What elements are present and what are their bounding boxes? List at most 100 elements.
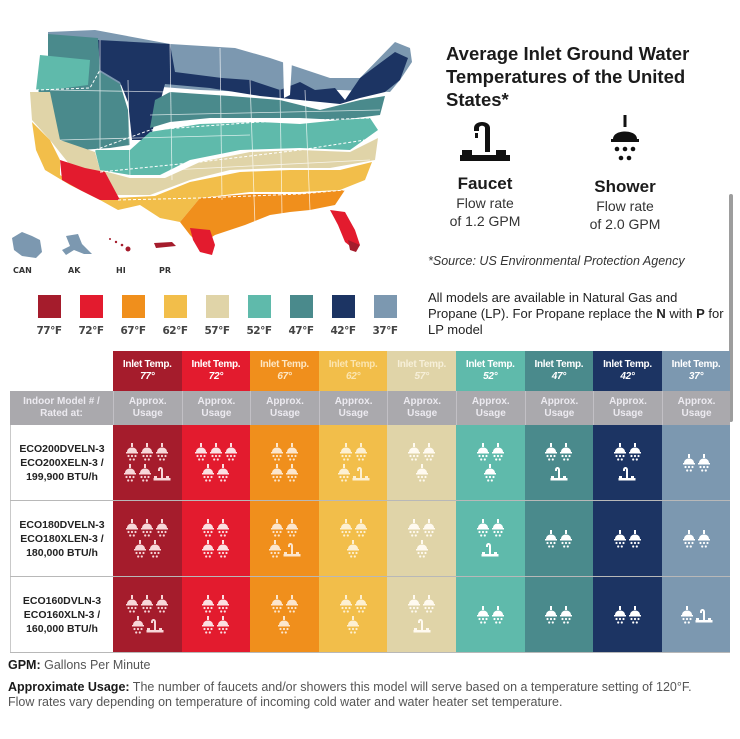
icon-line — [613, 443, 642, 461]
models-note-with: with — [665, 306, 697, 321]
great-lakes — [283, 60, 292, 98]
shower-icon — [560, 605, 573, 624]
icon-line — [277, 616, 291, 634]
zone-77-florida-tip — [348, 240, 360, 252]
approx-usage-header: Approx. Usage — [524, 391, 594, 425]
model-model-line2: ECO160XLN-3 / — [23, 608, 101, 621]
legend-label: 52°F — [246, 325, 272, 337]
temp-column-header: Inlet Temp. 67° — [250, 351, 319, 391]
shower-icon — [560, 529, 573, 548]
temp-header-value: 47° — [551, 371, 567, 382]
shower-icon — [224, 443, 237, 461]
icon-line — [483, 464, 497, 482]
legend-item: 57°F — [196, 295, 238, 337]
approx-usage-header: Approx. Usage — [181, 391, 251, 425]
shower-icon — [613, 529, 626, 548]
usage-header-line1: Approx. — [403, 396, 442, 407]
legend-label: 37°F — [372, 325, 398, 337]
icon-line — [544, 529, 573, 548]
shower-icon — [339, 519, 352, 537]
icon-line — [346, 616, 360, 634]
icon-line — [544, 605, 573, 624]
usage-cell — [181, 577, 251, 652]
legend-swatch — [247, 295, 271, 318]
temp-header-label: Inlet Temp. — [122, 359, 172, 370]
shower-icon — [339, 443, 352, 461]
column-header-row: Indoor Model # / Rated at: Approx. Usage A… — [10, 391, 731, 425]
faucet-icon — [352, 467, 370, 481]
usage-cell — [387, 577, 456, 652]
shower-icon — [217, 519, 230, 537]
models-note-tail: for LP model — [428, 306, 724, 337]
vertical-scrollbar[interactable] — [729, 194, 733, 422]
zone-42 — [98, 40, 408, 140]
usage-cell — [250, 501, 319, 576]
approx-usage-header: Approx. Usage — [455, 391, 525, 425]
icon-line — [131, 616, 164, 634]
icon-line — [407, 519, 436, 537]
temp-column-header: Inlet Temp. 77° — [113, 351, 182, 391]
shower-icon — [285, 464, 298, 482]
usage-table: Inlet Temp. 77° Inlet Temp. 72° Inlet Temp. 6… — [10, 351, 731, 653]
shower-icon — [139, 464, 152, 482]
shower-icon — [491, 519, 504, 537]
shower-icon — [680, 605, 693, 624]
faucet-icon — [460, 122, 510, 161]
shower-icon — [354, 519, 367, 537]
shower-icon — [156, 519, 169, 537]
icon-line — [270, 443, 299, 461]
icon-line — [682, 453, 711, 472]
temp-column-header: Inlet Temp. 57° — [387, 351, 456, 391]
approx-usage-footnote: Approximate Usage: The number of faucets… — [8, 680, 708, 710]
shower-icon — [217, 595, 230, 613]
faucet-rate-line2: of 1.2 GPM — [449, 213, 521, 229]
shower-icon — [124, 464, 137, 482]
temp-header-label: Inlet Temp. — [671, 359, 721, 370]
approx-usage-text: The number of faucets and/or showers thi… — [8, 680, 692, 709]
shower-icon — [126, 519, 139, 537]
model-model-line3: 199,900 BTU/h — [26, 470, 98, 483]
legend-swatch — [37, 295, 61, 318]
usage-cell — [524, 501, 594, 576]
territory-label-hi: HI — [116, 266, 126, 275]
temp-column-header: Inlet Temp. 52° — [455, 351, 525, 391]
usage-cell — [661, 425, 731, 500]
usage-header-line1: Approx. — [609, 396, 647, 407]
model-header-line1: Indoor Model # / — [23, 396, 100, 407]
legend-label: 62°F — [162, 325, 188, 337]
usage-cell — [318, 501, 388, 576]
usage-header-line2: Usage — [681, 408, 712, 419]
approx-usage-header: Approx. Usage — [250, 391, 319, 425]
legend-item: 77°F — [28, 295, 70, 337]
shower-icon — [217, 616, 230, 634]
territory-canada — [12, 232, 42, 258]
shower-icon — [682, 529, 695, 548]
source-citation: *Source: US Environmental Protection Age… — [428, 254, 685, 268]
shower-icon — [415, 540, 428, 558]
shower-icon — [545, 529, 558, 548]
shower-icon — [545, 443, 558, 461]
approx-usage-header: Approx. Usage — [387, 391, 456, 425]
legend-swatch — [163, 295, 187, 318]
icon-line — [270, 464, 299, 482]
model-cell: ECO180DVELN-3 ECO180XLEN-3 /180,000 BTU/h — [10, 501, 113, 576]
legend-item: 47°F — [280, 295, 322, 337]
icon-line — [415, 540, 429, 558]
legend-swatch — [205, 295, 229, 318]
shower-icon — [408, 443, 421, 461]
model-model-line1: ECO160DVLN-3 — [22, 594, 102, 607]
state-borders — [49, 40, 381, 226]
usage-header-line2: Usage — [407, 408, 438, 419]
shower-icon — [156, 595, 169, 613]
legend-item: 62°F — [154, 295, 196, 337]
model-header-line2: Rated at: — [40, 408, 83, 419]
shower-icon — [491, 443, 504, 461]
usage-cell — [524, 425, 594, 500]
temperature-legend: 77°F 72°F 67°F 62°F 57°F 52°F 47°F 42°F 37°F — [28, 295, 406, 337]
usage-cell — [593, 577, 662, 652]
usage-cell — [387, 425, 456, 500]
shower-icon — [278, 616, 291, 634]
icon-line — [125, 519, 169, 537]
legend-item: 37°F — [364, 295, 406, 337]
icon-line — [407, 443, 436, 461]
